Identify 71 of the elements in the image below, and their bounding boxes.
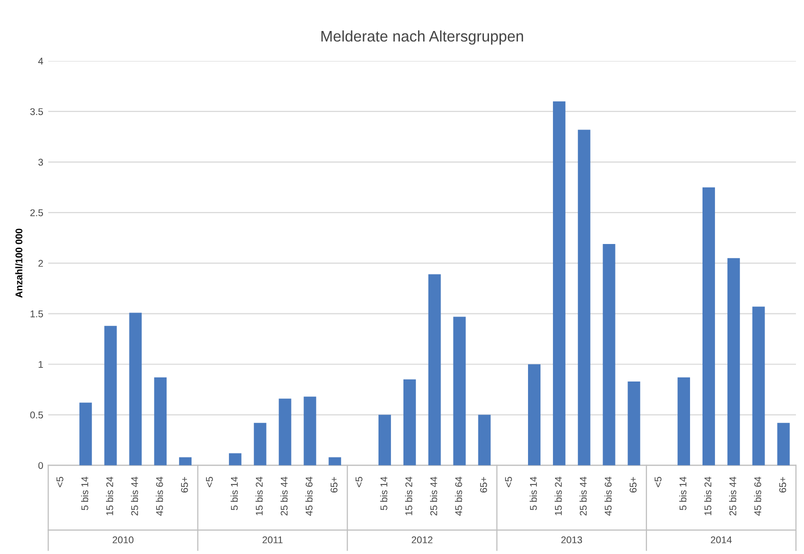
x-tick-label: 15 bis 24 <box>405 476 412 516</box>
bar <box>602 244 616 466</box>
text: 2014 <box>710 536 732 544</box>
bar <box>278 398 292 466</box>
bar <box>578 130 590 466</box>
x-tick-label: 15 bis 24 <box>256 476 263 516</box>
bar <box>378 414 391 466</box>
bar <box>228 453 242 466</box>
x-tick-label: 25 bis 44 <box>580 476 587 516</box>
x-tick-label: 45 bis 64 <box>156 476 164 516</box>
bar <box>628 381 640 466</box>
y-tick-label: 0.5 <box>30 412 43 418</box>
x-tick-label: 15 bis 24 <box>704 476 712 516</box>
x-tick-label: <5 <box>56 476 64 488</box>
x-tick-label: 25 bis 44 <box>729 476 736 516</box>
x-tick-label: <5 <box>654 476 662 488</box>
x-tick-label: 45 bis 64 <box>604 476 612 516</box>
bar <box>403 379 416 466</box>
y-tick-label: 2.5 <box>30 209 43 216</box>
x-tick-label: 45 bis 64 <box>754 476 762 516</box>
y-tick-label: 3.5 <box>30 108 43 116</box>
x-tick-label: 5 bis 14 <box>679 476 686 510</box>
x-tick-label: 5 bis 14 <box>230 476 238 510</box>
bar <box>752 306 765 466</box>
bar <box>179 457 192 466</box>
x-tick-label: 65+ <box>779 476 786 492</box>
x-tick-label: <5 <box>356 476 362 488</box>
chart-title: Melderate nach Altersgruppen <box>321 30 524 45</box>
text: 2013 <box>561 536 582 544</box>
x-tick-label: 65+ <box>480 476 488 492</box>
y-tick-label: 3 <box>38 158 43 166</box>
bar <box>254 422 266 466</box>
bar <box>702 187 715 466</box>
bar <box>528 364 540 466</box>
text: 2011 <box>262 536 283 544</box>
x-tick-label: 25 bis 44 <box>430 476 438 516</box>
x-tick-label: 25 bis 44 <box>280 476 288 516</box>
x-tick-label: <5 <box>206 476 213 488</box>
bar <box>129 312 142 466</box>
bar <box>304 396 316 466</box>
y-tick-label: 4 <box>38 58 44 64</box>
x-tick-label: 15 bis 24 <box>554 476 562 516</box>
x-tick-label: 5 bis 14 <box>380 476 388 510</box>
x-tick-label: 65+ <box>330 476 338 492</box>
bar <box>428 274 441 466</box>
bar <box>154 377 167 466</box>
y-tick-label: 0 <box>38 462 43 469</box>
bar <box>478 414 491 466</box>
y-tick-label: 1.5 <box>30 310 43 318</box>
x-tick-label: <5 <box>505 476 512 488</box>
bar <box>453 316 466 466</box>
text: 2012 <box>412 536 432 544</box>
bar <box>104 326 117 466</box>
x-tick-label: 65+ <box>181 476 188 492</box>
bar <box>552 101 566 466</box>
x-tick-label: 45 bis 64 <box>454 476 462 516</box>
x-tick-label: 65+ <box>630 476 637 492</box>
bar <box>727 258 740 466</box>
y-tick-label: 1 <box>38 361 43 368</box>
y-axis-title: Anzahl/100 000 <box>15 228 22 298</box>
bar <box>328 457 342 466</box>
x-tick-label: 25 bis 44 <box>130 476 138 516</box>
y-tick-label: 2 <box>38 260 43 267</box>
bar <box>79 402 92 466</box>
x-tick-label: 45 bis 64 <box>305 476 313 516</box>
text: 2010 <box>112 536 134 544</box>
bar <box>678 377 690 466</box>
x-tick-label: 5 bis 14 <box>81 476 88 510</box>
bar <box>777 422 790 466</box>
x-tick-label: 15 bis 24 <box>106 476 114 516</box>
x-tick-label: 5 bis 14 <box>530 476 537 510</box>
